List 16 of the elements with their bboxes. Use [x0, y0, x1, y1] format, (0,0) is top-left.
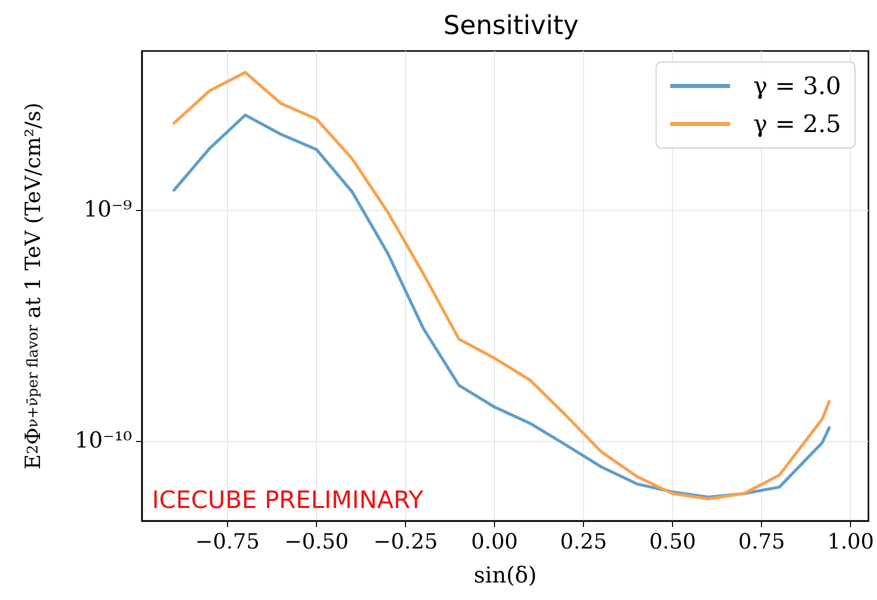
annotation: ICECUBE PRELIMINARY [152, 486, 424, 514]
x-tick-label: −0.25 [373, 530, 438, 554]
x-tick-label: 0.50 [649, 530, 696, 554]
y-tick-label: 10⁻¹⁰ [74, 428, 132, 454]
x-tick-label: −0.75 [195, 530, 260, 554]
x-tick-label: 0.25 [560, 530, 607, 554]
x-tick-label: −0.50 [284, 530, 349, 554]
legend-label: γ = 2.5 [753, 110, 842, 138]
x-tick-label: 1.00 [827, 530, 874, 554]
y-tick-label: 10⁻⁹ [84, 198, 132, 223]
x-tick-label: 0.00 [471, 530, 518, 554]
chart-title: Sensitivity [443, 11, 579, 41]
y-axis-title: E2Φν+ν̄per flavor at 1 TeV (TeV/cm²/s) [21, 102, 46, 470]
x-tick-label: 0.75 [738, 530, 785, 554]
legend-label: γ = 3.0 [753, 72, 842, 100]
x-axis-title: sin(δ) [474, 564, 537, 588]
